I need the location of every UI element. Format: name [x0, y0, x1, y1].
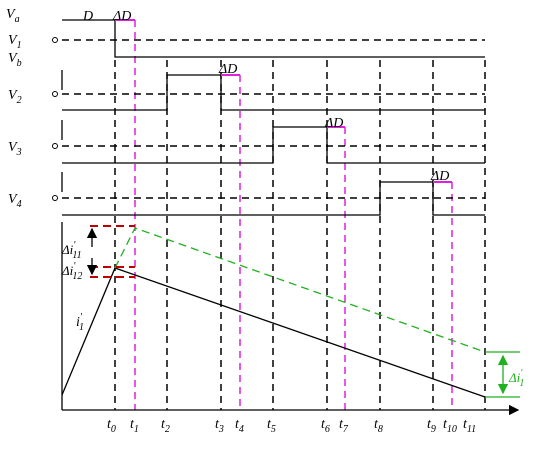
signal-label-sub: b [17, 58, 22, 69]
current-label-base: Δi [508, 370, 521, 385]
time-label-base: t [427, 417, 432, 432]
signal-label-base: V [6, 7, 16, 22]
current-label-base: Δi [61, 242, 74, 257]
signal-label-sub: a [15, 14, 20, 25]
time-label-sub: 2 [165, 424, 170, 435]
time-label: t8 [374, 417, 383, 435]
current-label-sub: 12 [72, 271, 82, 282]
time-label-sub: 0 [111, 424, 116, 435]
current-label: Δi' 12 [61, 261, 82, 282]
signal-label: V1 [8, 33, 22, 51]
delta-d-label: ΔD [112, 9, 131, 24]
time-label: t4 [235, 417, 244, 435]
current-label-sup: ' [80, 312, 83, 323]
delta-d-label: ΔD [218, 62, 237, 77]
time-label: t6 [321, 417, 330, 435]
time-label-sub: 7 [343, 424, 349, 435]
d-label: D [82, 9, 93, 24]
time-label-base: t [463, 417, 468, 432]
current-label: Δi' 1 [508, 368, 524, 389]
time-label-base: t [235, 417, 240, 432]
current-label-sub: 11 [72, 250, 81, 261]
signal-label: V4 [8, 192, 22, 210]
waveforms [52, 19, 485, 216]
time-label-base: t [339, 417, 344, 432]
time-label-sub: 8 [378, 424, 383, 435]
signal-label-base: V [8, 140, 18, 155]
signal-label-sub: 1 [17, 40, 22, 51]
current-label-sup: ' [73, 240, 76, 251]
current-label-sup: ' [520, 368, 523, 379]
signal-label: Va [6, 7, 20, 25]
current-label-sup: ' [73, 261, 76, 272]
signal-label: V2 [8, 88, 22, 106]
time-label-sub: 10 [447, 424, 457, 435]
current-label-base: Δi [61, 263, 74, 278]
time-label-sub: 4 [239, 424, 244, 435]
time-label-base: t [107, 417, 112, 432]
time-label: t0 [107, 417, 116, 435]
time-label-base: t [161, 417, 166, 432]
signal-label-sub: 3 [16, 147, 22, 158]
time-label: t11 [463, 417, 476, 435]
current-waveform [61, 225, 520, 416]
time-label: t1 [130, 417, 139, 435]
time-label-sub: 1 [134, 424, 139, 435]
signal-label-sub: 2 [17, 95, 22, 106]
time-label: t7 [339, 417, 349, 435]
signal-label-base: V [8, 51, 18, 66]
current-label-sub: 1 [79, 322, 84, 333]
time-label-sub: 11 [467, 424, 476, 435]
current-label-sub: 1 [519, 378, 524, 389]
signal-label: Vb [8, 51, 22, 69]
time-label-base: t [130, 417, 135, 432]
signal-label-base: V [8, 33, 18, 48]
delta-d-label: ΔD [324, 116, 343, 131]
current-label-base: i [76, 315, 80, 330]
current-label: Δi' 11 [61, 240, 82, 261]
time-label: t10 [443, 417, 457, 435]
time-label-sub: 3 [218, 424, 224, 435]
current-label: i' 1 [76, 312, 84, 333]
signal-label-base: V [8, 192, 18, 207]
time-label-sub: 9 [431, 424, 436, 435]
time-label-sub: 6 [325, 424, 330, 435]
time-label-base: t [267, 417, 272, 432]
time-label-base: t [321, 417, 326, 432]
time-label-base: t [374, 417, 379, 432]
signal-label-base: V [8, 88, 18, 103]
time-label: t3 [215, 417, 224, 435]
time-label: t5 [267, 417, 276, 435]
time-label-sub: 5 [271, 424, 276, 435]
signal-label-sub: 4 [17, 199, 22, 210]
signal-label: V3 [8, 140, 22, 158]
time-label-base: t [215, 417, 220, 432]
delta-d-label: ΔD [430, 169, 449, 184]
time-label: t2 [161, 417, 170, 435]
time-label: t9 [427, 417, 436, 435]
time-label-base: t [443, 417, 448, 432]
